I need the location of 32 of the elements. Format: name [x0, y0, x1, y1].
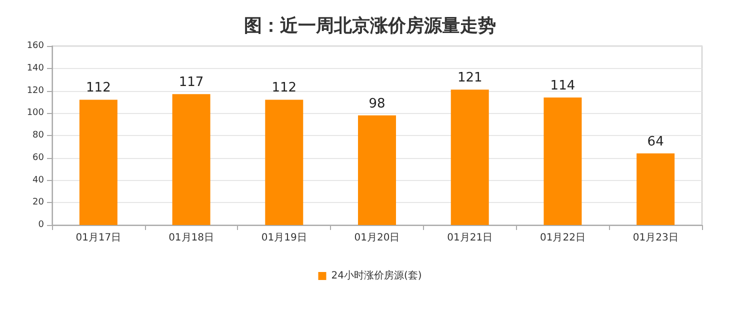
x-tick-label: 01月17日: [76, 232, 122, 244]
legend-label: 24小时涨价房源(套): [331, 270, 422, 282]
y-tick-label: 160: [26, 41, 44, 51]
bar: [79, 100, 118, 225]
y-tick-label: 140: [26, 63, 44, 74]
x-tick-label: 01月20日: [354, 232, 400, 244]
bar: [636, 153, 675, 225]
x-tick-label: 01月22日: [540, 232, 586, 244]
y-tick-label: 120: [26, 86, 44, 96]
bar: [265, 100, 304, 225]
data-label: 114: [550, 78, 576, 94]
bar: [172, 94, 210, 225]
y-tick-label: 0: [38, 220, 44, 230]
data-label: 112: [272, 80, 297, 96]
data-label: 112: [86, 80, 111, 96]
x-tick-label: 01月18日: [168, 232, 214, 244]
bar: [358, 115, 396, 225]
data-label: 117: [178, 75, 204, 90]
data-label: 121: [457, 70, 482, 86]
data-label: 98: [368, 96, 386, 112]
y-tick-label: 60: [32, 152, 44, 163]
x-tick-label: 01月23日: [632, 232, 678, 244]
y-tick-label: 20: [32, 198, 44, 208]
data-label: 64: [647, 134, 664, 150]
bar: [544, 97, 582, 225]
bar: [450, 90, 489, 225]
y-tick-label: 100: [26, 108, 44, 118]
y-tick-label: 80: [32, 130, 44, 140]
x-tick-label: 01月19日: [261, 232, 307, 244]
chart-title: 图：近一周北京涨价房源量走势: [244, 16, 496, 36]
x-tick-label: 01月21日: [447, 232, 493, 244]
y-tick-label: 40: [32, 175, 44, 186]
